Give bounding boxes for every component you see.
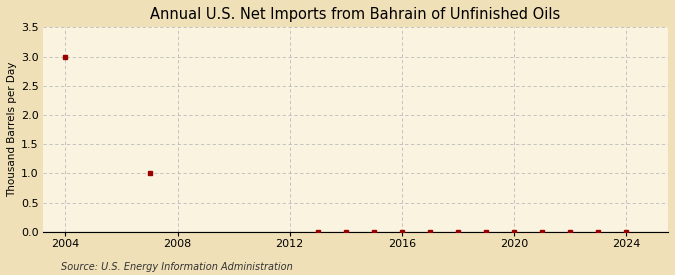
Title: Annual U.S. Net Imports from Bahrain of Unfinished Oils: Annual U.S. Net Imports from Bahrain of … (151, 7, 561, 22)
Y-axis label: Thousand Barrels per Day: Thousand Barrels per Day (7, 62, 17, 197)
Text: Source: U.S. Energy Information Administration: Source: U.S. Energy Information Administ… (61, 262, 292, 272)
